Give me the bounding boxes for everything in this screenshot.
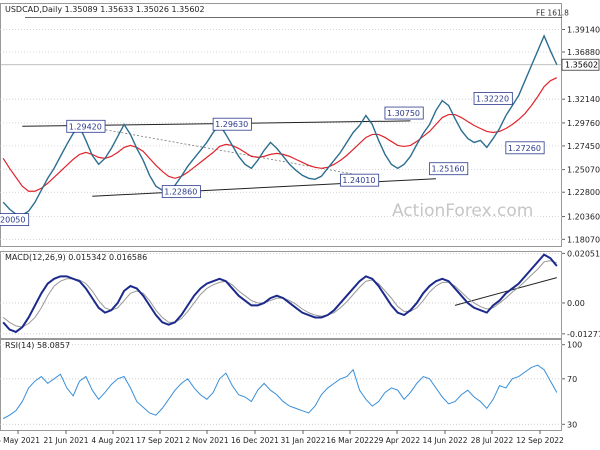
panel-title: RSI(14) 58.0857 bbox=[5, 341, 70, 350]
current-price-box bbox=[561, 58, 600, 71]
panel-frame bbox=[0, 339, 562, 431]
x-tick-label: 29 Apr 2022 bbox=[374, 436, 421, 445]
y-tick-label: 1.32140 bbox=[567, 95, 600, 104]
panel-title: USDCAD,Daily 1.35089 1.35633 1.35026 1.3… bbox=[5, 5, 205, 14]
price-annotation-box bbox=[429, 162, 469, 176]
y-tick-label: 70 bbox=[567, 375, 577, 384]
y-tick-label: 30 bbox=[567, 420, 577, 429]
x-tick-label: 28 Jul 2022 bbox=[471, 436, 514, 445]
panel-frame bbox=[0, 251, 562, 339]
price-annotation-label: 1.22860 bbox=[164, 188, 197, 197]
x-tick-label: 31 Jan 2022 bbox=[281, 436, 326, 445]
y-tick-label: 0.00 bbox=[567, 299, 585, 308]
price-annotation-box bbox=[384, 106, 424, 120]
x-tick-label: 21 Jun 2021 bbox=[43, 436, 88, 445]
price-annotation-box bbox=[473, 92, 513, 105]
x-axis: 6 May 2021 21 Jun 2021 4 Aug 2021 17 Sep 20… bbox=[0, 430, 564, 445]
x-tick-label: 2 Nov 2021 bbox=[185, 436, 228, 445]
y-tick-label: -0.012771 bbox=[567, 330, 600, 339]
y-tick-label: 1.20360 bbox=[567, 213, 600, 222]
watermark: ActionForex.com bbox=[392, 201, 533, 221]
panel-0: 1.39140 1.36880 1.32140 1.29760 1.27450 1.250… bbox=[0, 3, 600, 247]
moving-average-line bbox=[2, 77, 558, 192]
y-tick-label: 0.020518 bbox=[567, 249, 600, 258]
y-tick-label: 1.18070 bbox=[567, 235, 600, 244]
price-annotation-label: 1.29630 bbox=[215, 120, 248, 129]
price-annotation-label: 1.24010 bbox=[342, 176, 375, 185]
macd-line bbox=[2, 253, 558, 334]
price-annotation-box bbox=[66, 119, 106, 133]
y-tick-label: 1.36880 bbox=[567, 48, 600, 57]
x-tick-label: 12 Sep 2022 bbox=[516, 436, 564, 445]
x-tick-label: 16 Dec 2021 bbox=[231, 436, 279, 445]
y-tick-label: 1.22800 bbox=[567, 188, 600, 197]
rsi-line bbox=[2, 364, 558, 420]
price-line bbox=[2, 34, 558, 216]
y-tick-label: 1.25070 bbox=[567, 166, 600, 175]
price-annotation-box bbox=[505, 141, 545, 155]
panel-2: 100 70 30 RSI(14) 58.0857 bbox=[0, 339, 582, 431]
price-annotation-box bbox=[212, 117, 252, 131]
x-tick-label: 17 Sep 2021 bbox=[136, 436, 184, 445]
panel-title: MACD(12,26,9) 0.015342 0.016586 bbox=[5, 253, 147, 262]
x-tick-label: 16 Mar 2022 bbox=[326, 436, 374, 445]
price-annotation-box bbox=[0, 213, 30, 227]
price-annotation-label: 1.20050 bbox=[0, 216, 25, 225]
price-annotation-label: 1.30750 bbox=[387, 109, 420, 118]
price-annotation-label: 1.32220 bbox=[476, 94, 509, 103]
x-tick-label: 4 Aug 2021 bbox=[91, 436, 134, 445]
macd-signal-line bbox=[2, 260, 557, 328]
price-annotation-label: 1.25160 bbox=[431, 165, 464, 174]
current-price-label: 1.35602 bbox=[565, 61, 598, 70]
y-tick-label: 100 bbox=[567, 341, 582, 350]
price-annotation-label: 1.29420 bbox=[69, 122, 102, 131]
y-tick-label: 1.39140 bbox=[567, 25, 600, 34]
price-annotation-box bbox=[339, 173, 380, 187]
price-annotation-label: 1.27260 bbox=[508, 144, 541, 153]
y-tick-label: 1.27450 bbox=[567, 142, 600, 151]
y-tick-label: 1.29760 bbox=[567, 119, 600, 128]
price-annotation-box bbox=[161, 185, 201, 199]
panel-1: 0.020518 0.00 -0.012771 MACD(12,26,9) 0.015… bbox=[0, 249, 600, 339]
x-tick-label: 14 Jun 2022 bbox=[422, 436, 467, 445]
x-tick-label: 6 May 2021 bbox=[0, 436, 40, 445]
fe-label: FE 161.8 bbox=[536, 8, 569, 17]
